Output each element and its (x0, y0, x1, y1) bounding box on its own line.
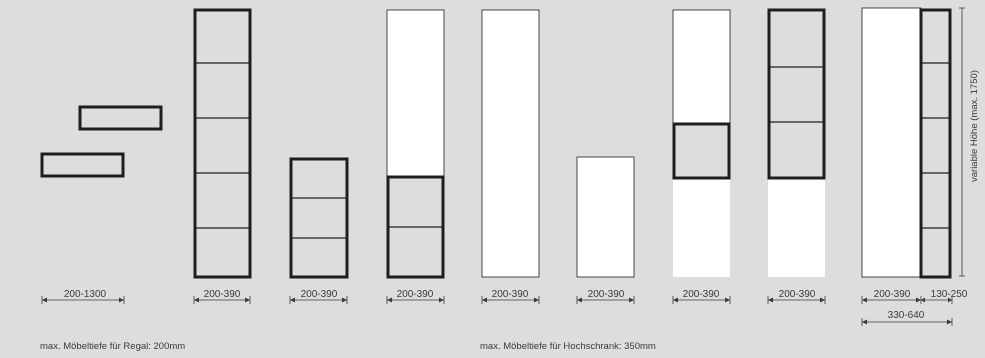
dim-label: 200-390 (874, 289, 911, 300)
dim-col-9-left: 200-390 (861, 289, 922, 304)
tall-cabinet (481, 9, 540, 278)
dim-shelf-wide: 200-1300 (41, 289, 125, 304)
note-hochschrank-depth: max. Möbeltiefe für Hochschrank: 350mm (480, 341, 656, 352)
cabinet-with-bottom-shelf (386, 9, 445, 279)
dim-label: 330-640 (888, 310, 925, 321)
shelf-over-cabinet (767, 8, 826, 277)
low-cabinet (576, 156, 635, 278)
note-regal-depth: max. Möbeltiefe für Regal: 200mm (40, 341, 186, 352)
dim-label: 200-390 (397, 289, 434, 300)
dim-label: 130-250 (931, 289, 968, 300)
dim-col-7: 200-390 (672, 289, 731, 304)
dim-col-5: 200-390 (481, 289, 540, 304)
dim-label: 200-390 (779, 289, 816, 300)
dim-label: 200-390 (683, 289, 720, 300)
dim-label: 200-390 (204, 289, 241, 300)
dim-col-8: 200-390 (767, 289, 826, 304)
dim-col-4: 200-390 (386, 289, 445, 304)
dim-col-9-total: 330-640 (861, 310, 953, 326)
dim-col-2: 200-390 (193, 289, 251, 304)
height-label: variable Höhe (max. 1750) (969, 70, 980, 182)
dim-label: 200-390 (492, 289, 529, 300)
wall-shelf-lower (40, 152, 125, 178)
dim-label: 200-1300 (64, 289, 107, 300)
height-dimension-line (959, 7, 965, 277)
dim-label: 200-390 (301, 289, 338, 300)
cabinet-with-side-shelf (861, 7, 952, 279)
dim-col-3: 200-390 (289, 289, 348, 304)
low-shelf-unit (289, 157, 349, 279)
tall-shelf-unit (193, 8, 252, 279)
cabinet-with-middle-niche (672, 9, 731, 277)
wall-shelf-upper (78, 105, 163, 131)
dim-col-9-right: 130-250 (921, 289, 968, 304)
dim-col-6: 200-390 (576, 289, 635, 304)
dim-label: 200-390 (588, 289, 625, 300)
